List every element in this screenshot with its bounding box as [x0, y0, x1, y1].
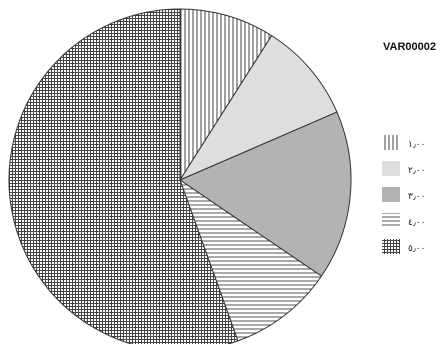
pie-slice-2	[178, 34, 338, 182]
legend-label-3: ٣٫٠٠	[408, 192, 425, 202]
legend-label-2: ٢٫٠٠	[408, 166, 425, 176]
legend-swatch-4	[382, 213, 400, 228]
legend-swatch-2	[382, 161, 400, 176]
legend-title: VAR00002	[383, 41, 436, 53]
pie-slice-5	[8, 8, 239, 344]
pie-slice-4	[179, 178, 323, 342]
legend-label-5: ٥٫٠٠	[408, 244, 425, 254]
legend-label-4: ٤٫٠٠	[408, 218, 425, 228]
legend-swatch-1	[382, 135, 400, 150]
pie-slice-3	[178, 111, 352, 277]
pie-slice-1	[179, 8, 273, 182]
legend-swatch-5	[382, 239, 400, 254]
legend-label-1: ١٫٠٠	[408, 140, 425, 150]
pie-slices	[8, 8, 352, 344]
legend-swatch-3	[382, 187, 400, 202]
legend: VAR00002 ١٫٠٠ ٢٫٠٠ ٣٫٠٠ ٤٫٠٠ ٥٫٠٠	[382, 41, 436, 254]
